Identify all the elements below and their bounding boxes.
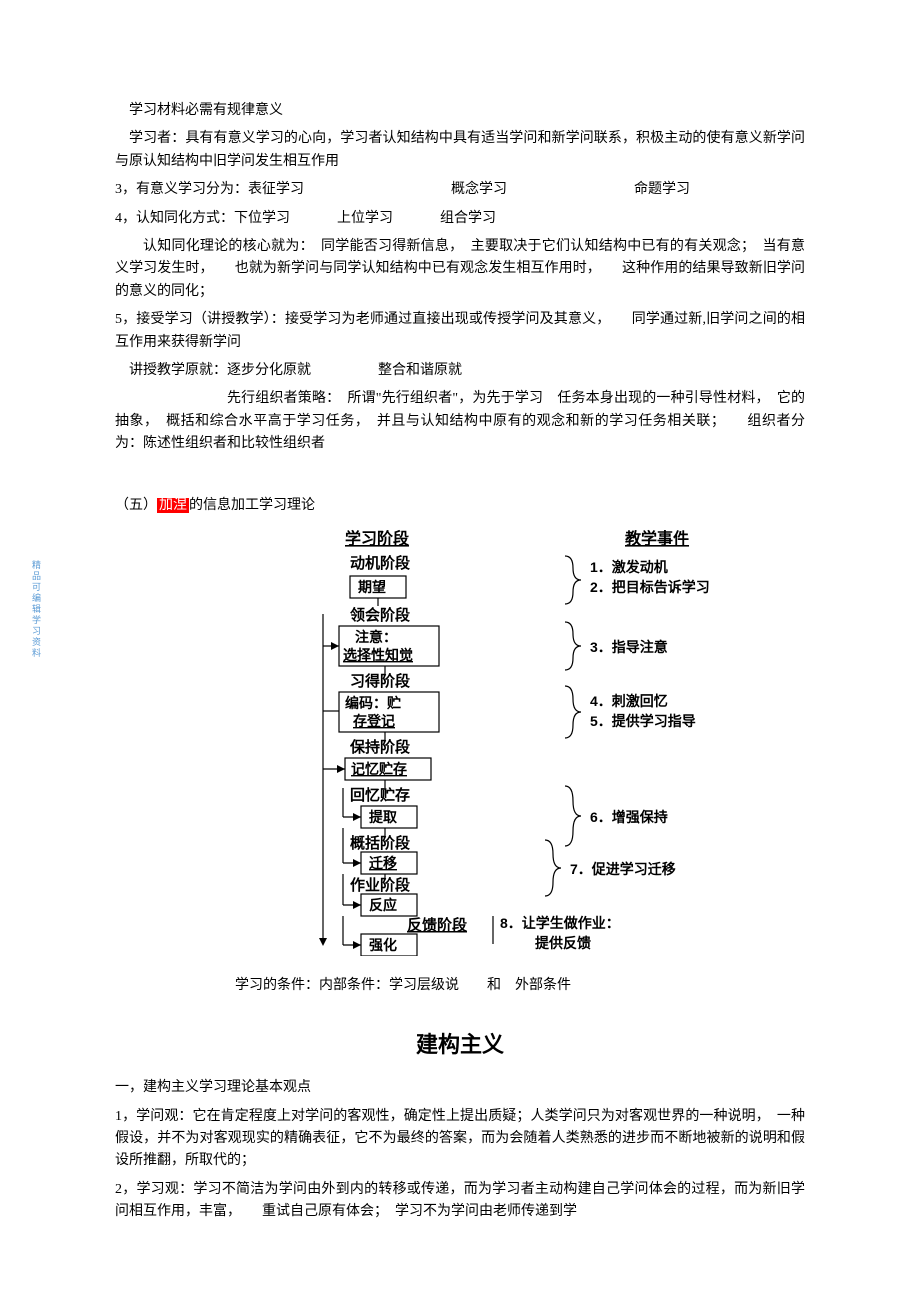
paragraph: 学习材料必需有规律意义 xyxy=(115,100,805,122)
box-text: 编码：贮 xyxy=(345,695,401,711)
text: 组合学习 xyxy=(440,211,496,226)
arrow-head xyxy=(353,813,361,821)
arrow-head xyxy=(353,941,361,949)
event-text: 7．促进学习迁移 xyxy=(570,861,676,877)
paragraph: 4，认知同化方式：下位学习 上位学习 组合学习 xyxy=(115,208,805,230)
brace xyxy=(565,622,581,670)
text: 讲授教学原就：逐步分化原就 xyxy=(129,363,311,378)
box-text: 注意： xyxy=(355,629,397,645)
section-title: 建构主义 xyxy=(115,1027,805,1059)
paragraph: 3，有意义学习分为：表征学习 概念学习 命题学习 xyxy=(115,179,805,201)
event-text: 8．让学生做作业： xyxy=(500,915,620,931)
stage-label: 作业阶段 xyxy=(350,876,410,894)
paragraph: 学习者：具有有意义学习的心向，学习者认知结构中具有适当学问和新学问联系，积极主动… xyxy=(115,128,805,173)
box-text: 迁移 xyxy=(369,855,397,871)
page: 精品可编辑学习资料 学习材料必需有规律意义 学习者：具有有意义学习的心向，学习者… xyxy=(0,0,920,1290)
text: 上位学习 xyxy=(337,211,393,226)
event-text: 提供反馈 xyxy=(535,935,591,951)
text: 整合和谐原就 xyxy=(378,363,462,378)
event-text: 4．刺激回忆 xyxy=(590,693,668,709)
text: （五） xyxy=(115,498,157,513)
arrow-head xyxy=(331,642,339,650)
diagram-header-left: 学习阶段 xyxy=(345,529,410,548)
event-text: 5．提供学习指导 xyxy=(590,713,696,729)
paragraph: 2，学习观：学习不简洁为学问由外到内的转移或传递，而为学习者主动构建自己学问体会… xyxy=(115,1179,805,1224)
stage-label: 动机阶段 xyxy=(350,554,410,572)
paragraph: 先行组织者策略： 所谓"先行组织者"，为先于学习 任务本身出现的一种引导性材料，… xyxy=(115,388,805,455)
stage-label: 保持阶段 xyxy=(349,738,410,756)
arrow-head xyxy=(353,859,361,867)
stage-label: 概括阶段 xyxy=(350,834,410,852)
text: 概念学习 xyxy=(451,182,507,197)
paragraph: 认知同化理论的核心就为： 同学能否习得新信息， 主要取决于它们认知结构中已有的有… xyxy=(115,236,805,303)
box-text: 强化 xyxy=(369,937,397,953)
arrow-head xyxy=(353,901,361,909)
learning-stages-diagram: 学习阶段 教学事件 动机阶段 期望 领会阶段 注意： 选择性知觉 习得阶段 编码… xyxy=(235,526,765,956)
brace xyxy=(545,840,561,896)
stage-label: 领会阶段 xyxy=(349,606,410,624)
stage-label: 反馈阶段 xyxy=(407,916,467,934)
subheading: 一，建构主义学习理论基本观点 xyxy=(115,1077,805,1099)
box-text: 记忆贮存 xyxy=(351,761,407,777)
diagram-header-right: 教学事件 xyxy=(625,529,689,548)
paragraph: 讲授教学原就：逐步分化原就 整合和谐原就 xyxy=(115,360,805,382)
diagram-container: 学习阶段 教学事件 动机阶段 期望 领会阶段 注意： 选择性知觉 习得阶段 编码… xyxy=(235,526,805,961)
event-text: 1．激发动机 xyxy=(590,559,668,575)
brace xyxy=(565,556,581,604)
event-text: 2．把目标告诉学习 xyxy=(590,579,710,595)
box-text: 存登记 xyxy=(353,713,395,729)
condition-text: 学习的条件：内部条件：学习层级说 和 外部条件 xyxy=(235,975,805,997)
event-text: 6．增强保持 xyxy=(590,809,668,825)
brace xyxy=(565,786,581,846)
text: 4，认知同化方式：下位学习 xyxy=(115,211,290,226)
box-text: 反应 xyxy=(369,897,397,913)
section-heading: （五）加涅的信息加工学习理论 xyxy=(115,495,805,517)
paragraph: 5，接受学习（讲授教学）：接受学习为老师通过直接出现或传授学问及其意义， 同学通… xyxy=(115,309,805,354)
arrow-head xyxy=(319,938,327,946)
highlight: 加涅 xyxy=(157,498,189,513)
brace xyxy=(565,686,581,738)
text: 命题学习 xyxy=(634,182,690,197)
box-text: 选择性知觉 xyxy=(343,647,413,663)
stage-label: 习得阶段 xyxy=(350,672,410,690)
box-text: 期望 xyxy=(358,579,386,595)
text: 3，有意义学习分为：表征学习 xyxy=(115,182,304,197)
stage-label: 回忆贮存 xyxy=(350,786,410,804)
paragraph: 1，学问观：它在肯定程度上对学问的客观性，确定性上提出质疑；人类学问只为对客观世… xyxy=(115,1106,805,1173)
sidebar-watermark: 精品可编辑学习资料 xyxy=(30,560,43,659)
text: 的信息加工学习理论 xyxy=(189,498,315,513)
event-text: 3．指导注意 xyxy=(590,639,668,655)
box-text: 提取 xyxy=(369,809,398,825)
arrow-head xyxy=(337,765,345,773)
